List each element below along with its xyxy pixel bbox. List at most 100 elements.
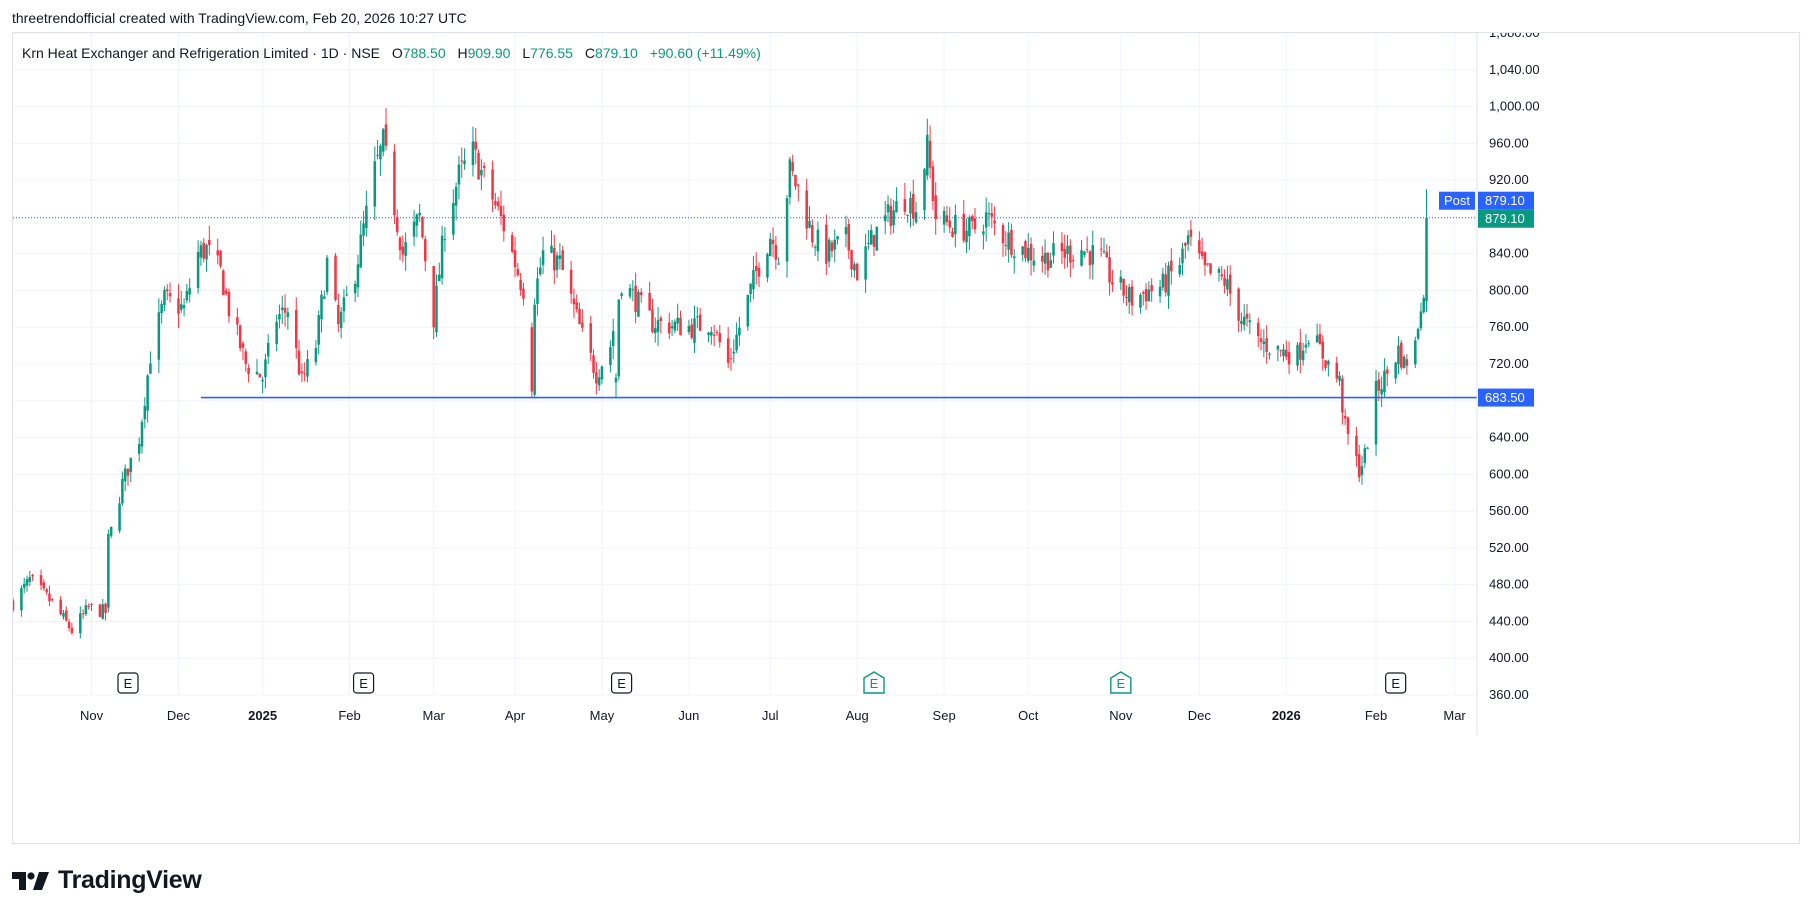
candle-body — [726, 338, 730, 363]
candle — [435, 274, 438, 337]
candle — [45, 587, 48, 595]
x-tick-label: Mar — [422, 708, 445, 723]
candle-body — [224, 290, 228, 294]
candle — [1021, 245, 1024, 262]
price-axis: 1,080.001,040.001,000.00960.00920.00880.… — [1476, 33, 1540, 735]
candle-body — [1259, 338, 1263, 342]
candle-body — [942, 210, 946, 225]
candle — [1226, 265, 1229, 297]
candle-body — [639, 292, 643, 296]
candle-body — [39, 575, 43, 586]
candle-body — [67, 621, 71, 629]
support-price-tag: 683.50 — [1478, 388, 1534, 407]
candle-body — [247, 367, 250, 374]
candle — [216, 238, 219, 265]
candle — [519, 272, 522, 296]
candle — [238, 324, 242, 352]
candle-body — [614, 377, 618, 383]
tradingview-logo[interactable]: TradingView — [12, 866, 202, 895]
candle-body — [280, 307, 284, 310]
candle — [222, 269, 225, 296]
candle-body — [1001, 225, 1005, 244]
candle — [1032, 247, 1036, 273]
x-tick-label: May — [590, 708, 615, 723]
candle-body — [1377, 379, 1381, 391]
candle-body — [1327, 360, 1330, 365]
candle — [376, 140, 379, 160]
candle — [342, 288, 346, 323]
candle — [1024, 239, 1027, 262]
candle — [965, 218, 968, 253]
candle-body — [1228, 274, 1232, 294]
candle-body — [569, 269, 573, 294]
candle-body — [70, 627, 74, 633]
candle — [123, 464, 127, 491]
candle — [1276, 345, 1280, 362]
candle — [482, 162, 486, 178]
candle-body — [830, 242, 834, 252]
candle-body — [1419, 311, 1423, 329]
candle-body — [1268, 353, 1271, 355]
candle-body — [1161, 273, 1165, 288]
candle — [1085, 236, 1089, 254]
candle — [1287, 341, 1291, 375]
candle-body — [987, 213, 991, 215]
candle-body — [1052, 243, 1055, 256]
candle — [48, 585, 51, 606]
candle-body — [827, 239, 831, 262]
candle — [1296, 342, 1299, 371]
x-tick-label: Sep — [933, 708, 956, 723]
candle-body — [771, 239, 775, 245]
candle — [460, 147, 463, 178]
candle — [892, 199, 895, 234]
candle — [415, 213, 419, 238]
candle — [1217, 266, 1221, 282]
candle — [912, 179, 915, 226]
x-tick-label: Jul — [762, 708, 779, 723]
chart-panel[interactable]: 1,080.001,040.001,000.00960.00920.00880.… — [12, 32, 1800, 844]
candle-body — [825, 224, 828, 264]
candle — [1066, 234, 1069, 268]
candle-body — [1402, 356, 1406, 369]
candle — [808, 206, 811, 229]
candle-body — [443, 239, 447, 241]
candle — [687, 319, 691, 335]
candle — [339, 307, 343, 339]
candle — [732, 339, 736, 364]
candle — [948, 207, 951, 234]
candle — [984, 197, 988, 242]
price-chart[interactable]: 1,080.001,040.001,000.00960.00920.00880.… — [13, 33, 1801, 845]
candle — [1164, 263, 1167, 297]
candle-body — [1296, 344, 1299, 366]
candle — [844, 215, 848, 248]
candle — [1299, 328, 1302, 374]
candle-body — [600, 366, 604, 380]
candle-body — [241, 343, 245, 348]
candle-body — [1029, 243, 1033, 261]
candle — [558, 243, 562, 270]
candle — [258, 373, 262, 378]
candle — [693, 305, 696, 353]
earnings-marker-shape — [1110, 671, 1132, 694]
candle-body — [199, 245, 203, 258]
candle — [539, 257, 542, 277]
candle — [67, 618, 71, 632]
candle — [1366, 446, 1369, 449]
x-tick-label: Feb — [1365, 708, 1387, 723]
candle-body — [1200, 251, 1204, 256]
candle — [830, 240, 834, 258]
candle-body — [1256, 322, 1260, 336]
candle — [791, 154, 794, 177]
candle — [1416, 327, 1420, 341]
candle-body — [690, 324, 693, 338]
y-tick-label: 640.00 — [1489, 430, 1529, 445]
candle-body — [1282, 349, 1285, 357]
candle-body — [356, 264, 360, 288]
candle — [1029, 237, 1033, 276]
candle-body — [1060, 242, 1064, 252]
x-tick-label: 2025 — [248, 708, 277, 723]
candle — [909, 191, 912, 228]
earnings-marker-shape — [610, 672, 633, 694]
candle — [628, 284, 632, 299]
candle-body — [906, 214, 909, 216]
